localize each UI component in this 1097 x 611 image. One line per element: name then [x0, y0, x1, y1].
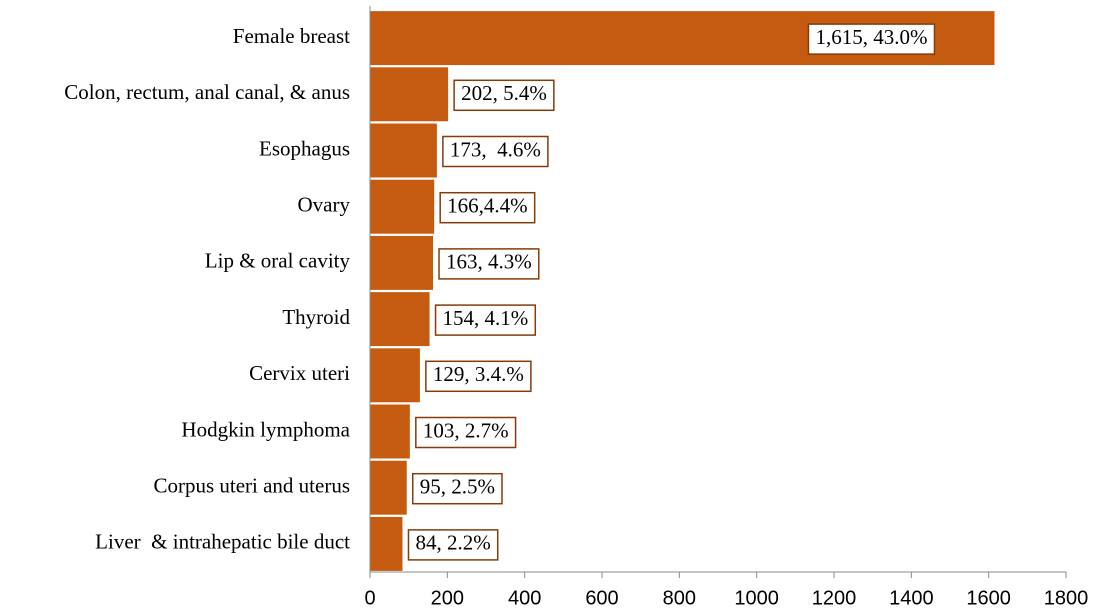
data-label: 154, 4.1% — [443, 306, 529, 330]
bar — [370, 404, 410, 459]
data-label: 202, 5.4% — [461, 81, 547, 105]
x-tick-label: 400 — [508, 587, 541, 609]
category-label: Hodgkin lymphoma — [181, 417, 350, 441]
x-tick-label: 1400 — [889, 587, 934, 609]
x-tick-label: 800 — [663, 587, 696, 609]
category-label: Corpus uteri and uterus — [153, 474, 350, 498]
x-tick-label: 600 — [585, 587, 618, 609]
data-label: 163, 4.3% — [446, 250, 532, 274]
bar — [370, 67, 449, 122]
category-label: Female breast — [233, 24, 350, 48]
data-label: 103, 2.7% — [423, 418, 509, 442]
data-label-box — [407, 529, 499, 561]
data-label-box — [453, 79, 555, 112]
bar — [370, 348, 420, 403]
bar — [370, 235, 434, 290]
x-tick-label: 200 — [431, 587, 464, 609]
data-label-box — [807, 23, 936, 55]
data-label-box — [442, 135, 549, 168]
data-label-box — [411, 472, 503, 505]
category-label: Cervix uteri — [249, 361, 350, 385]
category-label: Ovary — [298, 193, 351, 217]
data-label: 129, 3.4.% — [433, 362, 524, 386]
x-tick-label: 1000 — [734, 587, 779, 609]
category-label: Liver & intrahepatic bile duct — [95, 530, 350, 554]
data-label: 84, 2.2% — [415, 531, 490, 555]
bar — [370, 179, 435, 234]
x-tick-label: 1800 — [1044, 587, 1089, 609]
x-tick-label: 1200 — [812, 587, 857, 609]
bar — [370, 292, 430, 347]
data-label: 1,615, 43.0% — [815, 25, 927, 49]
data-label-box — [439, 191, 536, 224]
bar — [370, 516, 403, 571]
x-tick-label: 0 — [364, 587, 375, 609]
data-label-box — [434, 304, 537, 336]
bar — [370, 123, 437, 178]
data-label-box — [438, 248, 540, 280]
category-label: Lip & oral cavity — [205, 249, 351, 273]
data-label: 95, 2.5% — [420, 475, 495, 499]
x-tick-label: 1600 — [966, 587, 1011, 609]
bar — [370, 460, 407, 515]
category-label: Colon, rectum, anal canal, & anus — [64, 80, 350, 104]
data-label-box — [415, 416, 517, 449]
category-label: Esophagus — [259, 136, 350, 160]
data-label: 166,4.4% — [447, 194, 527, 218]
data-label-box — [425, 360, 532, 393]
category-label: Thyroid — [282, 305, 350, 329]
data-label: 173, 4.6% — [450, 137, 541, 161]
